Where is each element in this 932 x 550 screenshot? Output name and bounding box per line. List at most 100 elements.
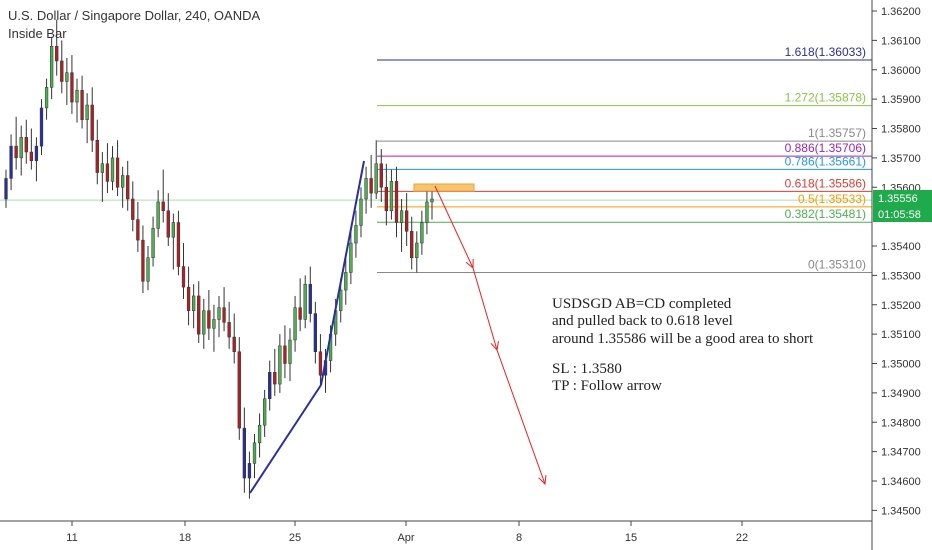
countdown-badge [873, 206, 932, 222]
fib-level-label: 0.5(1.35533) [798, 192, 866, 206]
fib-level-label: 1.618(1.36033) [785, 45, 866, 59]
target-arrow-segment[interactable] [496, 349, 546, 485]
price-tick-label: 1.34500 [881, 505, 921, 517]
candle-body [39, 107, 44, 147]
note-line-3: around 1.35586 will be a good area to sh… [552, 331, 814, 347]
candle-body [399, 210, 404, 223]
candle-body [70, 72, 74, 103]
fib-level-label: 1(1.35757) [808, 126, 866, 140]
abcd-leg[interactable] [320, 160, 365, 386]
candle-body [369, 178, 373, 194]
fibonacci-retracement[interactable]: 1.618(1.36033)1.272(1.35878)1(1.35757)0.… [377, 45, 872, 273]
candle-body [191, 295, 196, 311]
fib-level-label: 0.618(1.35586) [785, 176, 866, 190]
price-tick-label: 1.35100 [881, 329, 921, 341]
candle-body [273, 372, 277, 385]
candle-body [156, 201, 160, 229]
fib-level-label: 0.382(1.35481) [785, 207, 866, 221]
price-tick-label: 1.36000 [881, 65, 921, 77]
candle-body [171, 222, 176, 238]
candle-body [212, 319, 216, 329]
candle-body [389, 181, 394, 211]
candle-body [44, 87, 49, 109]
candle-body [364, 178, 368, 200]
trade-note[interactable]: USDSGD AB=CD completed and pulled back t… [552, 296, 814, 394]
target-arrow-segment[interactable] [434, 185, 474, 269]
price-tick-label: 1.34700 [881, 447, 921, 459]
current-price-badge [873, 190, 932, 206]
price-tick-label: 1.35400 [881, 241, 921, 253]
time-tick-label: 8 [516, 532, 522, 544]
candle-body [394, 181, 399, 223]
candle-body [197, 295, 201, 335]
candle-body [298, 307, 302, 320]
candle-body [115, 157, 120, 188]
candle-body [131, 198, 135, 220]
candle-body [262, 398, 267, 426]
candle-body [354, 225, 358, 244]
price-badges: 1.35556 01:05:58 [873, 190, 932, 222]
candle-body [404, 210, 409, 232]
target-arrow-head [538, 474, 547, 486]
candle-body [55, 46, 59, 62]
candle-body [222, 307, 226, 323]
candle-body [217, 307, 221, 320]
fib-level-label: 0(1.35310) [808, 257, 866, 271]
candle-body [146, 257, 150, 282]
candle-body [29, 151, 34, 162]
candle-body [151, 228, 155, 258]
current-price-badge-text: 1.35556 [878, 193, 918, 205]
time-tick-label: 18 [179, 532, 191, 544]
candle-body [176, 222, 181, 267]
note-line-1: USDSGD AB=CD completed [552, 296, 732, 312]
note-line-2: and pulled back to 0.618 level [552, 313, 733, 329]
target-arrow-segment[interactable] [472, 267, 498, 351]
candle-body [90, 104, 94, 141]
candle-body [95, 140, 99, 173]
candle-body [379, 163, 383, 188]
chart-title: U.S. Dollar / Singapore Dollar, 240, OAN… [8, 8, 260, 23]
countdown-badge-text: 01:05:58 [878, 209, 921, 221]
candles [4, 19, 434, 499]
price-tick-label: 1.34600 [881, 476, 921, 488]
candle-body [75, 90, 79, 103]
candle-body [14, 145, 18, 159]
candle-body [136, 219, 140, 241]
candle-body [141, 239, 145, 282]
drawings[interactable] [249, 160, 547, 494]
fib-level-label: 0.786(1.35661) [785, 154, 866, 168]
price-tick-label: 1.34900 [881, 388, 921, 400]
candle-body [278, 345, 282, 385]
candle-body [186, 286, 191, 311]
candle-body [4, 178, 8, 200]
candle-body [252, 442, 257, 464]
short-zone-box[interactable] [413, 183, 475, 192]
candle-body [344, 272, 348, 291]
price-tick-label: 1.36100 [881, 35, 921, 47]
candle-body [85, 104, 89, 120]
price-tick-label: 1.35700 [881, 153, 921, 165]
candle-body [288, 339, 292, 364]
time-axis[interactable]: 11 18 25 Apr 8 15 22 [66, 521, 748, 544]
price-tick-label: 1.35900 [881, 94, 921, 106]
candle-body [384, 187, 389, 211]
abcd-leg[interactable] [249, 384, 322, 494]
candle-body [34, 145, 39, 162]
candle-body [318, 351, 323, 376]
candle-body [313, 313, 318, 352]
candle-body [283, 345, 287, 364]
price-tick-label: 1.35000 [881, 359, 921, 371]
candle-body [425, 201, 429, 223]
time-tick-label: 22 [736, 532, 748, 544]
price-axis[interactable]: 1.36200 1.36100 1.36000 1.35900 1.35800 1.357… [872, 6, 921, 517]
note-take-profit: TP : Follow arrow [552, 378, 662, 394]
candle-body [24, 137, 28, 153]
candle-body [110, 157, 115, 182]
note-stop-loss: SL : 1.3580 [552, 361, 622, 377]
candle-body [9, 145, 13, 179]
fib-level-label: 0.886(1.35706) [785, 141, 866, 155]
candle-body [257, 424, 262, 444]
